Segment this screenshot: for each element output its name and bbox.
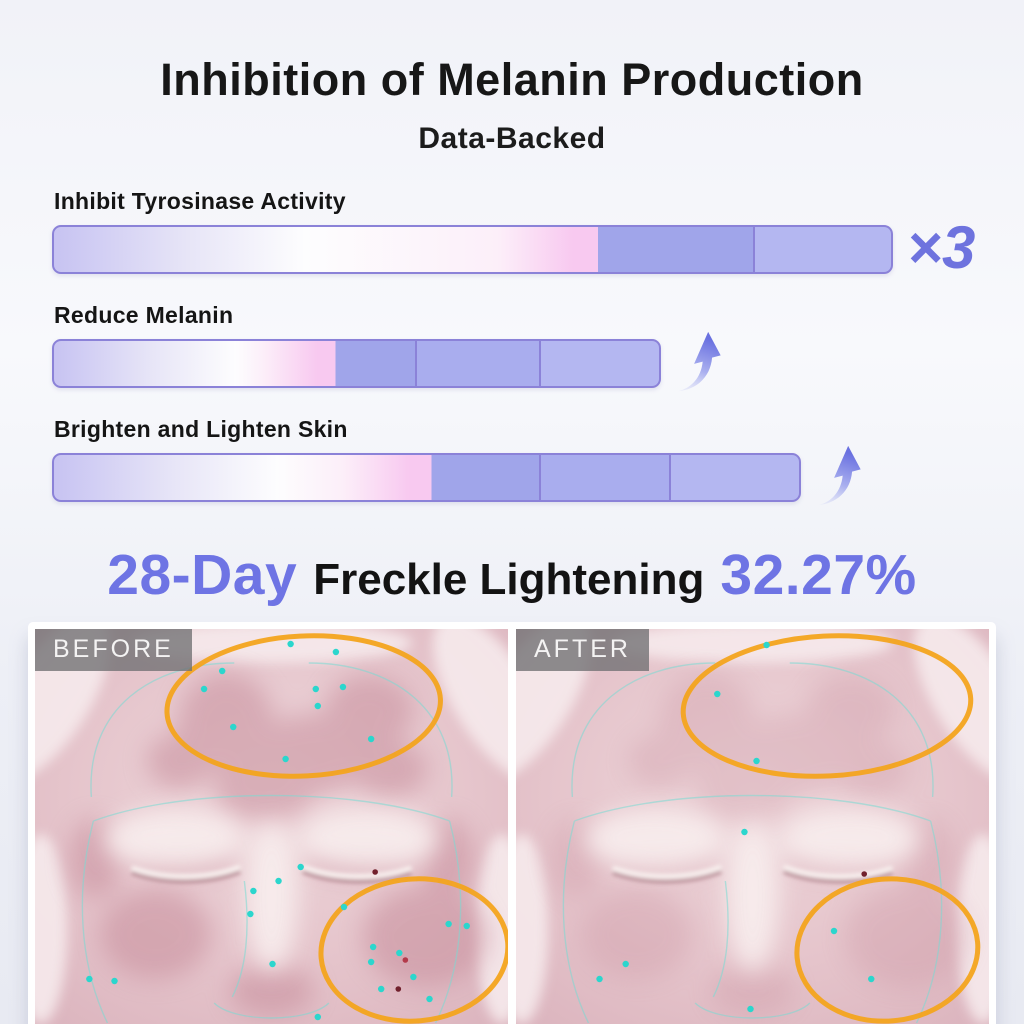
freckle-dot [250, 887, 257, 895]
freckle-dot [247, 910, 254, 918]
freckle-dot [340, 903, 348, 911]
benefit-label: Inhibit Tyrosinase Activity [54, 188, 346, 214]
before-after-panel: BEFORE AFTER [28, 622, 996, 1024]
before-cheek-circle [318, 876, 508, 1024]
freckle-dot [830, 927, 838, 935]
growth-arrow-icon [677, 331, 721, 391]
freckle-dot [396, 949, 403, 957]
benefit-label: Brighten and Lighten Skin [54, 416, 348, 442]
bar-segment-divider [538, 455, 541, 500]
freckle-dot [747, 1005, 754, 1013]
before-freckle-dots [86, 640, 470, 1021]
benefit-bar-line: ×3 [52, 217, 1024, 277]
freckle-dot [753, 757, 760, 765]
after-forehead-circle [680, 633, 974, 779]
bar-segment-divider [539, 341, 542, 386]
after-freckle-dots [596, 641, 875, 1013]
freckle-dot [596, 975, 603, 983]
freckle-dot [868, 975, 875, 983]
result-duration: 28-Day [107, 543, 298, 607]
freckle-dot [287, 640, 294, 648]
freckle-dot [369, 943, 377, 951]
multiplier-label: ×3 [907, 213, 976, 281]
after-cheek-circle [794, 876, 981, 1024]
bar-segment-divider [415, 341, 418, 386]
benefit-bar [52, 225, 893, 274]
freckle-dot [314, 702, 322, 710]
freckle-dot [269, 960, 276, 968]
bar-segment-divider [752, 227, 755, 272]
freckle-dot [763, 641, 770, 649]
before-badge: BEFORE [35, 629, 192, 671]
freckle-dot [230, 723, 237, 731]
closed-eyes [130, 864, 413, 883]
benefit-bar-line [52, 331, 1024, 391]
benefit-row: Brighten and Lighten Skin [52, 416, 1024, 505]
freckle-dot [86, 975, 93, 983]
after-image: AFTER [516, 629, 989, 1024]
freckle-dot [282, 755, 289, 763]
freckle-dot [297, 863, 304, 871]
closed-eyes [611, 864, 894, 883]
freckle-dot [395, 986, 402, 992]
analysis-contour-lines [562, 662, 943, 1024]
freckle-dot [410, 973, 417, 981]
header: Inhibition of Melanin Production Data-Ba… [0, 0, 1024, 156]
result-headline: 28-Day Freckle Lightening 32.27% [0, 542, 1024, 608]
freckle-dot [367, 958, 375, 966]
after-face-photo [516, 629, 989, 1024]
freckle-dot [741, 828, 748, 836]
after-badge: AFTER [516, 629, 649, 671]
bar-segment-divider [669, 455, 672, 500]
freckle-dot [332, 648, 340, 656]
benefit-bar [52, 453, 801, 502]
freckle-dot [200, 685, 208, 693]
freckle-dot [377, 985, 385, 993]
freckle-dot [372, 869, 378, 875]
benefit-row: Reduce Melanin [52, 302, 1024, 391]
benefit-row: Inhibit Tyrosinase Activity ×3 [52, 188, 1024, 277]
freckle-dot [402, 957, 409, 963]
growth-arrow-icon [817, 445, 861, 505]
freckle-dot [312, 685, 320, 693]
analysis-contour-lines [81, 662, 462, 1024]
freckle-dot [622, 960, 629, 968]
freckle-dot [314, 1013, 322, 1021]
freckle-dot [714, 690, 721, 698]
before-forehead-circle [164, 633, 443, 779]
brow-highlights [103, 809, 440, 972]
freckle-dot [861, 871, 868, 877]
freckle-dot [445, 920, 452, 928]
freckle-dot [275, 877, 282, 885]
freckle-dot [463, 922, 470, 930]
benefit-bar-line [52, 445, 1024, 505]
freckle-dot [426, 995, 433, 1003]
brow-highlights [584, 809, 921, 972]
freckle-dot [111, 977, 118, 985]
benefit-label: Reduce Melanin [54, 302, 234, 328]
benefit-bars: Inhibit Tyrosinase Activity ×3 Reduce Mela… [0, 188, 1024, 505]
freckle-dot [367, 735, 375, 743]
freckle-dot [218, 667, 226, 675]
page-title: Inhibition of Melanin Production [160, 54, 864, 105]
before-face-photo [35, 629, 508, 1024]
result-value: 32.27% [720, 543, 917, 607]
benefit-bar [52, 339, 661, 388]
result-metric: Freckle Lightening [313, 555, 705, 604]
page-subtitle: Data-Backed [418, 122, 606, 155]
freckle-dot [339, 683, 347, 691]
before-image: BEFORE [35, 629, 508, 1024]
